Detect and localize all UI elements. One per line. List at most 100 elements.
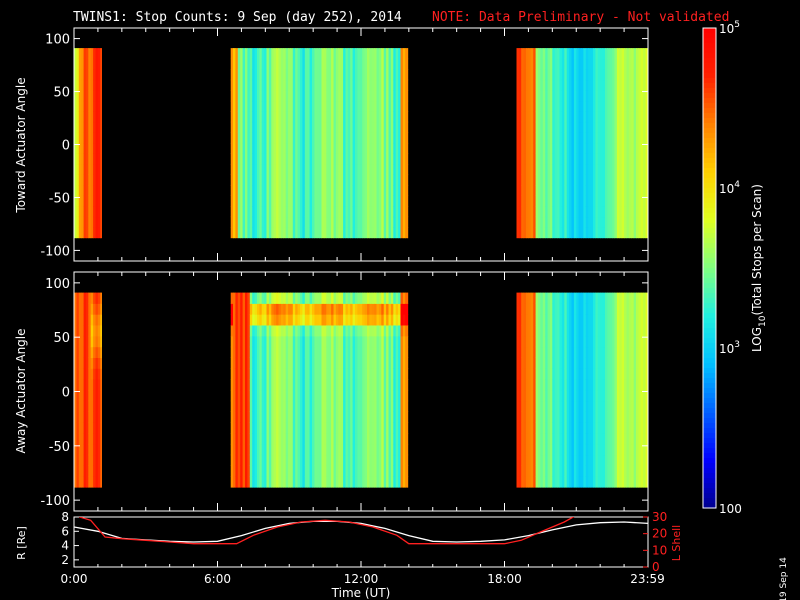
heatmap-cell bbox=[300, 111, 303, 123]
heatmap-cell bbox=[593, 185, 596, 196]
heatmap-cell bbox=[616, 164, 620, 175]
heatmap-cell bbox=[88, 335, 92, 348]
heatmap-cell bbox=[347, 174, 351, 186]
heatmap-cell bbox=[393, 303, 397, 315]
heatmap-cell bbox=[249, 454, 253, 466]
heatmap-cell bbox=[593, 292, 596, 304]
heatmap-cell bbox=[554, 69, 558, 81]
heatmap-cell bbox=[314, 185, 318, 196]
heatmap-cell bbox=[638, 153, 642, 165]
heatmap-cell bbox=[530, 48, 534, 60]
heatmap-cell bbox=[371, 314, 375, 326]
heatmap-cell bbox=[518, 121, 522, 133]
heatmap-cell bbox=[245, 400, 248, 412]
heatmap-cell bbox=[316, 142, 320, 154]
heatmap-cell bbox=[535, 185, 539, 196]
heatmap-cell bbox=[400, 121, 404, 133]
heatmap-cell bbox=[559, 433, 563, 445]
heatmap-cell bbox=[521, 443, 525, 456]
heatmap-cell bbox=[583, 216, 587, 228]
heatmap-cell bbox=[593, 216, 596, 228]
heatmap-cell bbox=[597, 227, 601, 239]
heatmap-cell bbox=[571, 195, 575, 207]
heatmap-cell bbox=[88, 465, 92, 477]
heatmap-cell bbox=[326, 379, 330, 391]
heatmap-cell bbox=[252, 206, 256, 218]
heatmap-cell bbox=[242, 132, 246, 144]
heatmap-cell bbox=[561, 335, 565, 348]
heatmap-cell bbox=[78, 465, 82, 477]
heatmap-cell bbox=[518, 100, 522, 112]
heatmap-cell bbox=[374, 69, 378, 81]
heatmap-cell bbox=[304, 379, 308, 391]
heatmap-cell bbox=[316, 379, 320, 391]
heatmap-cell bbox=[100, 79, 102, 91]
heatmap-cell bbox=[530, 58, 534, 70]
heatmap-cell bbox=[359, 227, 363, 239]
heatmap-cell bbox=[573, 48, 577, 60]
heatmap-cell bbox=[542, 227, 546, 239]
heatmap-cell bbox=[88, 379, 92, 391]
heatmap-cell bbox=[247, 216, 251, 228]
heatmap-cell bbox=[323, 411, 327, 423]
heatmap-cell bbox=[235, 476, 239, 488]
heatmap-cell bbox=[614, 206, 618, 218]
heatmap-cell bbox=[626, 121, 630, 133]
heatmap-cell bbox=[626, 164, 630, 175]
heatmap-cell bbox=[309, 368, 313, 380]
heatmap-cell bbox=[81, 389, 85, 402]
heatmap-cell bbox=[304, 48, 308, 60]
heatmap-cell bbox=[521, 111, 525, 123]
heatmap-cell bbox=[538, 174, 541, 186]
heatmap-cell bbox=[364, 303, 368, 315]
heatmap-cell bbox=[266, 121, 270, 133]
heatmap-cell bbox=[266, 153, 270, 165]
heatmap-cell bbox=[526, 335, 529, 348]
heatmap-cell bbox=[612, 164, 615, 175]
heatmap-cell bbox=[400, 346, 404, 358]
heatmap-cell bbox=[530, 346, 534, 358]
heatmap-cell bbox=[335, 476, 339, 488]
heatmap-cell bbox=[297, 389, 301, 402]
heatmap-cell bbox=[67, 206, 70, 217]
heatmap-cell bbox=[516, 142, 520, 154]
heatmap-cell bbox=[283, 303, 287, 315]
heatmap-cell bbox=[573, 79, 577, 91]
heatmap-cell bbox=[533, 185, 537, 196]
heatmap-cell bbox=[585, 195, 589, 207]
heatmap-cell bbox=[237, 454, 241, 466]
heatmap-cell bbox=[292, 206, 296, 218]
heatmap-cell bbox=[559, 368, 563, 380]
heatmap-cell bbox=[369, 227, 373, 239]
heatmap-cell bbox=[378, 454, 382, 466]
heatmap-cell bbox=[86, 476, 89, 488]
heatmap-cell bbox=[350, 227, 354, 239]
heatmap-cell bbox=[273, 142, 277, 154]
heatmap-cell bbox=[343, 227, 346, 239]
heatmap-cell bbox=[367, 100, 370, 112]
heatmap-cell bbox=[283, 111, 287, 123]
heatmap-cell bbox=[273, 174, 277, 186]
heatmap-cell bbox=[93, 454, 96, 466]
heatmap-cell bbox=[345, 216, 349, 228]
heatmap-cell bbox=[302, 132, 306, 144]
heatmap-cell bbox=[583, 164, 587, 175]
heatmap-cell bbox=[261, 153, 265, 165]
heatmap-cell bbox=[345, 111, 349, 123]
heatmap-cell bbox=[407, 422, 409, 434]
heatmap-cell bbox=[237, 153, 241, 165]
heatmap-cell bbox=[335, 454, 339, 466]
heatmap-cell bbox=[549, 368, 553, 380]
heatmap-cell bbox=[364, 389, 368, 402]
heatmap-cell bbox=[323, 132, 327, 144]
heatmap-cell bbox=[340, 132, 344, 144]
heatmap-cell bbox=[383, 314, 387, 326]
heatmap-cell bbox=[631, 153, 635, 165]
heatmap-cell bbox=[319, 443, 322, 456]
heatmap-cell bbox=[100, 90, 102, 102]
heatmap-cell bbox=[323, 195, 327, 207]
heatmap-cell bbox=[340, 227, 344, 239]
heatmap-cell bbox=[247, 153, 251, 165]
heatmap-cell bbox=[278, 443, 282, 456]
